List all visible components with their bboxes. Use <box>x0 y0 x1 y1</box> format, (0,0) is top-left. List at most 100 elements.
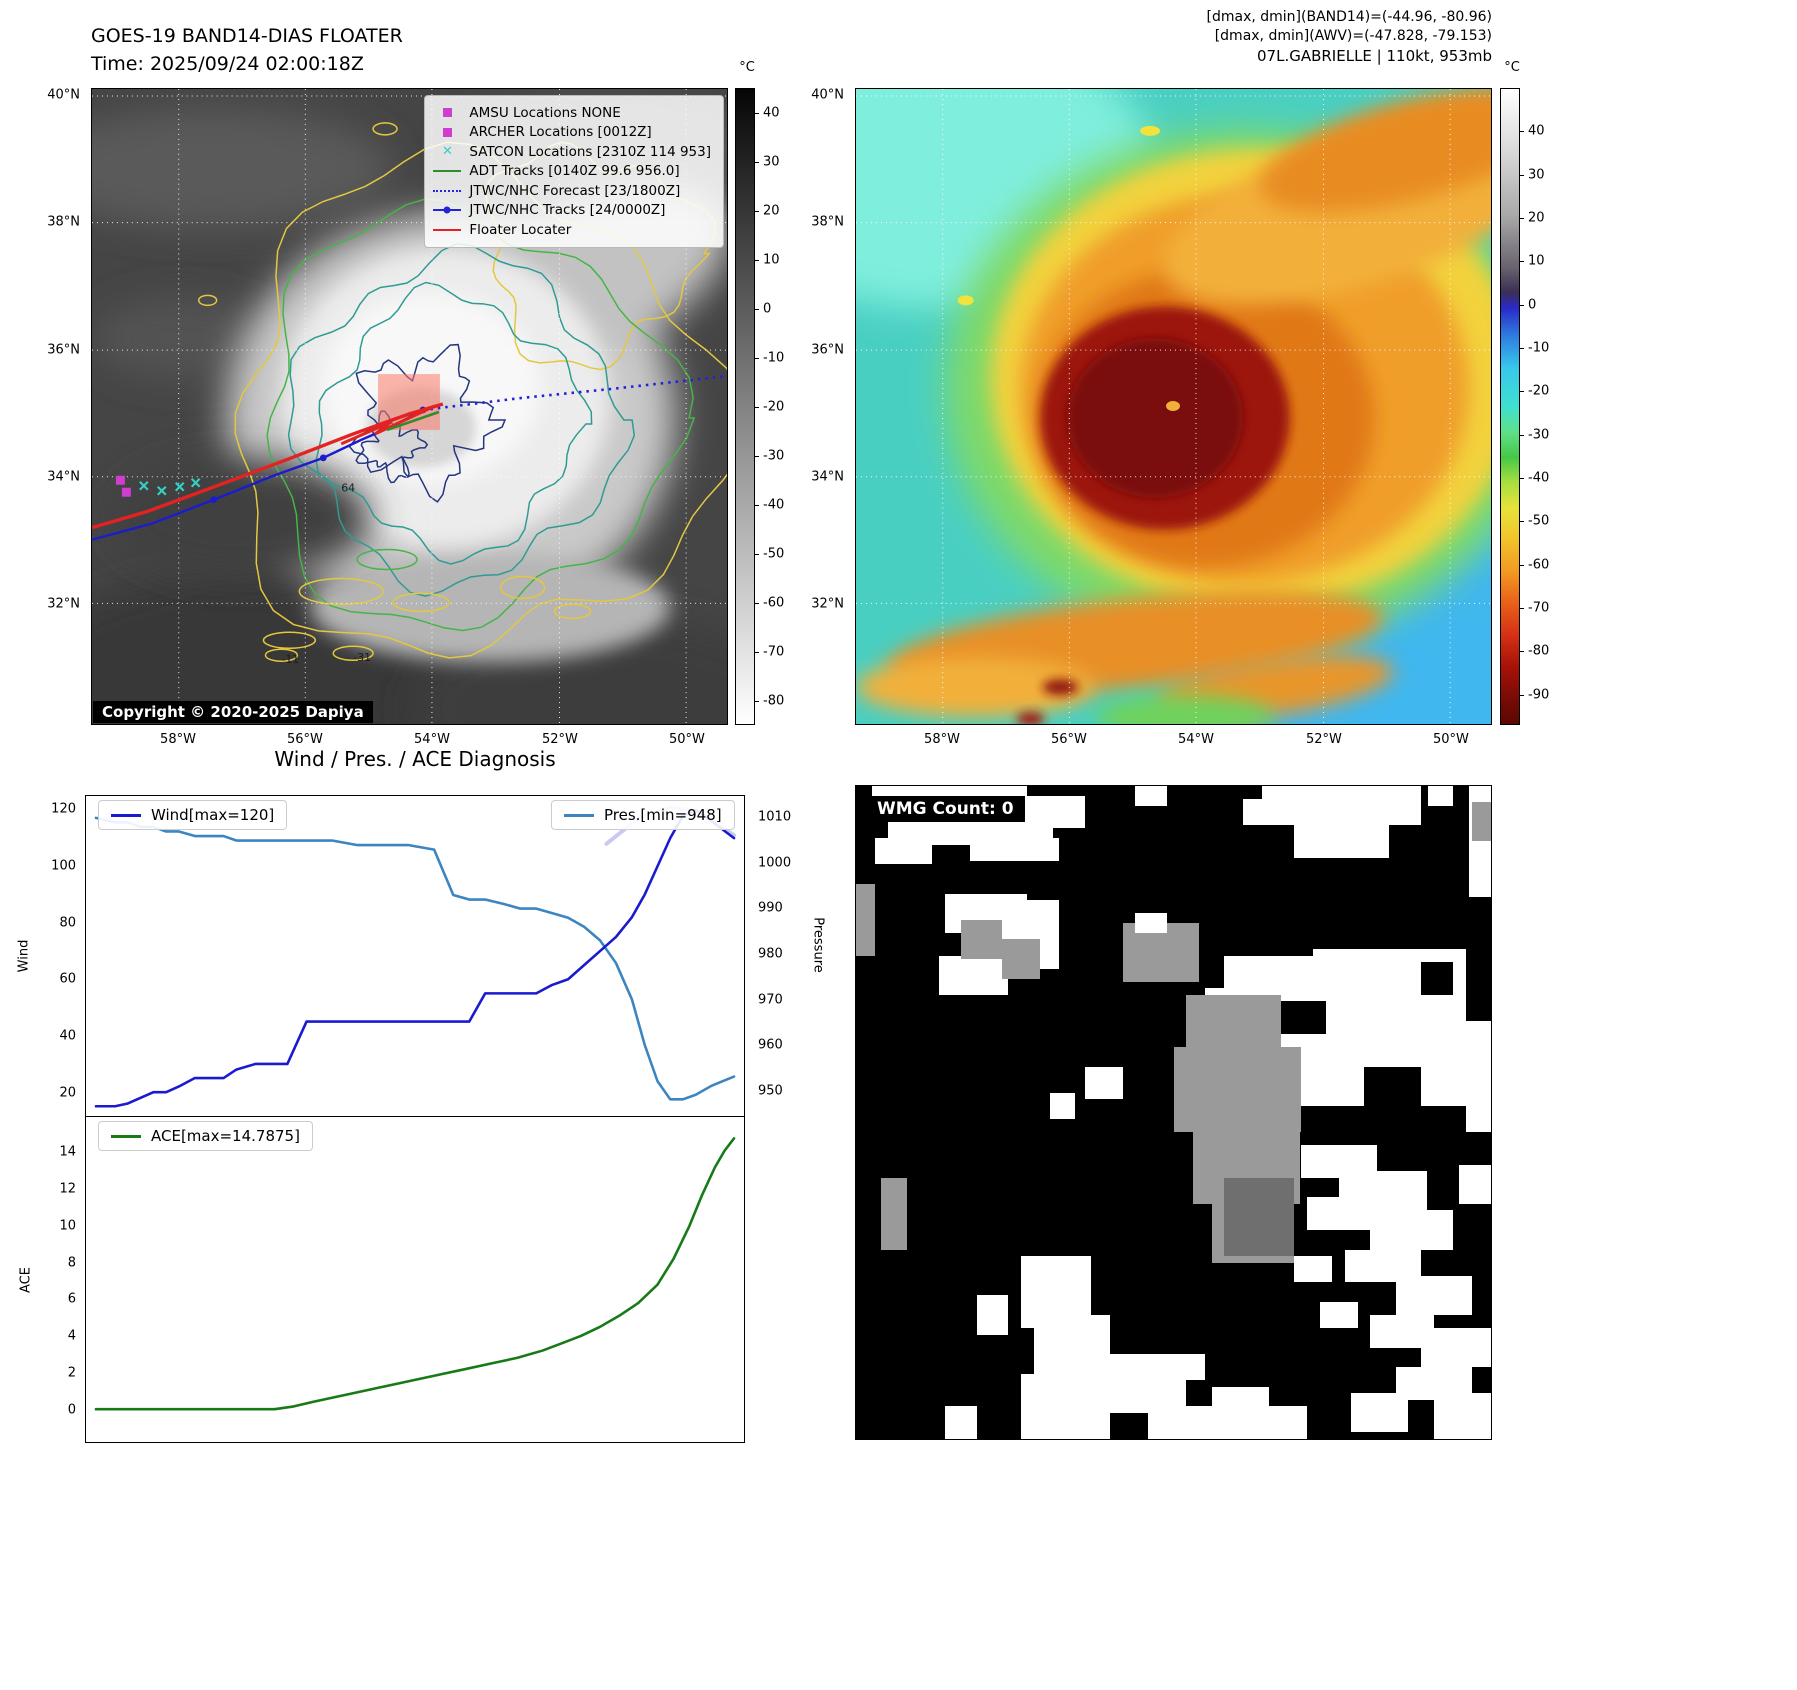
legend-item: ARCHER Locations [0012Z] <box>433 123 711 143</box>
satcon-x-markers <box>139 477 201 496</box>
axis-tick-label: 970 <box>758 992 783 1008</box>
axis-tick-label: 1000 <box>758 855 792 871</box>
colorbar-tick-mark <box>755 700 759 702</box>
legend-item: Floater Locater <box>433 220 711 240</box>
mask-cell <box>1084 1066 1123 1100</box>
lon-tick-label: 54°W <box>414 732 450 747</box>
ir-colorbar-ticks: 40 30 20 10 0 -10 -20 -30 -40 -50 -60 -70 -80 <box>755 88 807 725</box>
ir-colorbar <box>735 88 755 725</box>
colorbar-tick-mark <box>755 455 759 457</box>
mask-cell <box>1421 1327 1491 1368</box>
awv-colorbar-ticks: 40 30 20 10 0 -10 -20 -30 -40 -50 -60 -70 -80 -90 <box>1520 88 1572 725</box>
legend-item-label: SATCON Locations [2310Z 114 953] <box>469 143 711 160</box>
square-glyph <box>442 108 452 118</box>
mask-cell <box>1351 1393 1409 1433</box>
colorbar-tick-mark <box>1520 348 1524 349</box>
colorbar-tick-label: -60 <box>1528 557 1550 573</box>
pressure-line-swatch <box>564 813 594 817</box>
bt-contour <box>355 410 429 484</box>
wind-legend-label: Wind[max=120] <box>151 806 275 824</box>
mask-cell <box>1002 939 1041 979</box>
wind-line <box>94 808 736 1108</box>
mask-cell <box>1459 1164 1491 1204</box>
bt-contour-island <box>298 577 384 606</box>
axis-tick-label: 40 <box>59 1028 76 1044</box>
colorbar-tick-mark <box>755 406 759 408</box>
legend-item: JTWC/NHC Tracks [24/0000Z] <box>433 201 711 221</box>
mask-cell <box>1364 1066 1422 1106</box>
colorbar-tick-label: 40 <box>763 105 780 120</box>
colorbar-tick-label: -10 <box>1528 340 1550 356</box>
archer-marker <box>115 475 125 485</box>
ace-legend-label: ACE[max=14.7875] <box>151 1127 300 1145</box>
colorbar-tick-label: -50 <box>763 546 785 561</box>
mask-cell <box>944 1406 977 1439</box>
mask-cell <box>1243 799 1276 826</box>
ace-line <box>94 1137 736 1411</box>
mask-cell <box>881 1177 907 1250</box>
bt-contour-island <box>553 603 592 620</box>
awv-cloud-field <box>856 89 1491 724</box>
line-icon <box>433 164 462 178</box>
colorbar-tick-label: -80 <box>1528 643 1550 659</box>
mask-cell <box>960 919 1003 960</box>
colorbar-tick-mark <box>1520 694 1524 696</box>
mask-cell <box>938 955 1009 995</box>
mask-cell <box>1135 913 1168 933</box>
legend-item-label: JTWC/NHC Forecast [23/1800Z] <box>469 182 681 199</box>
square-glyph <box>442 127 452 137</box>
bt-contour-island <box>197 294 218 307</box>
colorbar-tick-label: 0 <box>763 301 772 316</box>
colorbar-tick-mark <box>755 504 759 506</box>
colorbar-tick-mark <box>1520 434 1524 436</box>
colorbar-tick-label: 0 <box>1528 297 1537 313</box>
mask-cell <box>1471 802 1491 842</box>
wind-pressure-plot-area <box>94 805 737 1108</box>
dotted-line-icon <box>433 184 462 198</box>
colorbar-tick-label: 10 <box>1528 253 1545 269</box>
colorbar-tick-mark <box>755 112 759 114</box>
legend-item: ✕ SATCON Locations [2310Z 114 953] <box>433 142 711 162</box>
axis-tick-label: 20 <box>59 1085 76 1101</box>
legend-item-label: Floater Locater <box>469 221 572 238</box>
lon-tick-label: 56°W <box>1051 732 1087 747</box>
colorbar-tick-label: -10 <box>763 350 785 365</box>
ir-title-line2: Time: 2025/09/24 02:00:18Z <box>91 53 364 75</box>
colorbar-tick-mark <box>1520 218 1524 219</box>
bt-contour-island <box>392 592 450 613</box>
pressure-legend: Pres.[min=948] <box>551 800 735 830</box>
axis-tick-label: 60 <box>59 971 76 987</box>
ace-chart <box>85 1116 745 1443</box>
colorbar-tick-label: 20 <box>763 203 780 218</box>
legend-item-label: ARCHER Locations [0012Z] <box>469 124 652 141</box>
mask-cell <box>1319 1301 1358 1328</box>
wind-axis-label: Wind <box>16 939 32 973</box>
bt-contour-island <box>332 645 374 661</box>
x-icon: ✕ <box>441 144 453 160</box>
ir-colorbar-unit: °C <box>739 60 755 75</box>
floater-locater-line2 <box>340 404 436 446</box>
wind-pressure-chart <box>85 795 745 1117</box>
jtwc-forecast-line <box>422 374 727 412</box>
colorbar-tick-mark <box>755 602 759 604</box>
colorbar-tick-mark <box>1520 478 1524 479</box>
awv-colorbar <box>1500 88 1520 725</box>
mask-cell <box>1281 1001 1326 1035</box>
awv-gridlines <box>856 89 1491 724</box>
legend-item: AMSU Locations NONE <box>433 103 711 123</box>
colorbar-tick-mark <box>755 308 759 310</box>
colorbar-tick-mark <box>1520 304 1524 306</box>
mask-cell <box>1021 1373 1110 1439</box>
bt-contour <box>348 343 507 503</box>
pressure-legend-label: Pres.[min=948] <box>604 806 722 824</box>
square-icon <box>433 106 461 120</box>
axis-tick-label: 990 <box>758 900 783 916</box>
contour-value-label: -31 <box>353 651 371 664</box>
lat-tick-label: 40°N <box>47 87 80 103</box>
legend-item: JTWC/NHC Forecast [23/1800Z] <box>433 181 711 201</box>
colorbar-tick-mark <box>755 553 759 555</box>
colorbar-tick-mark <box>755 651 759 653</box>
lat-tick-label: 36°N <box>811 342 844 358</box>
mask-cell <box>1237 1406 1307 1439</box>
legend-item-label: JTWC/NHC Tracks [24/0000Z] <box>469 202 666 219</box>
